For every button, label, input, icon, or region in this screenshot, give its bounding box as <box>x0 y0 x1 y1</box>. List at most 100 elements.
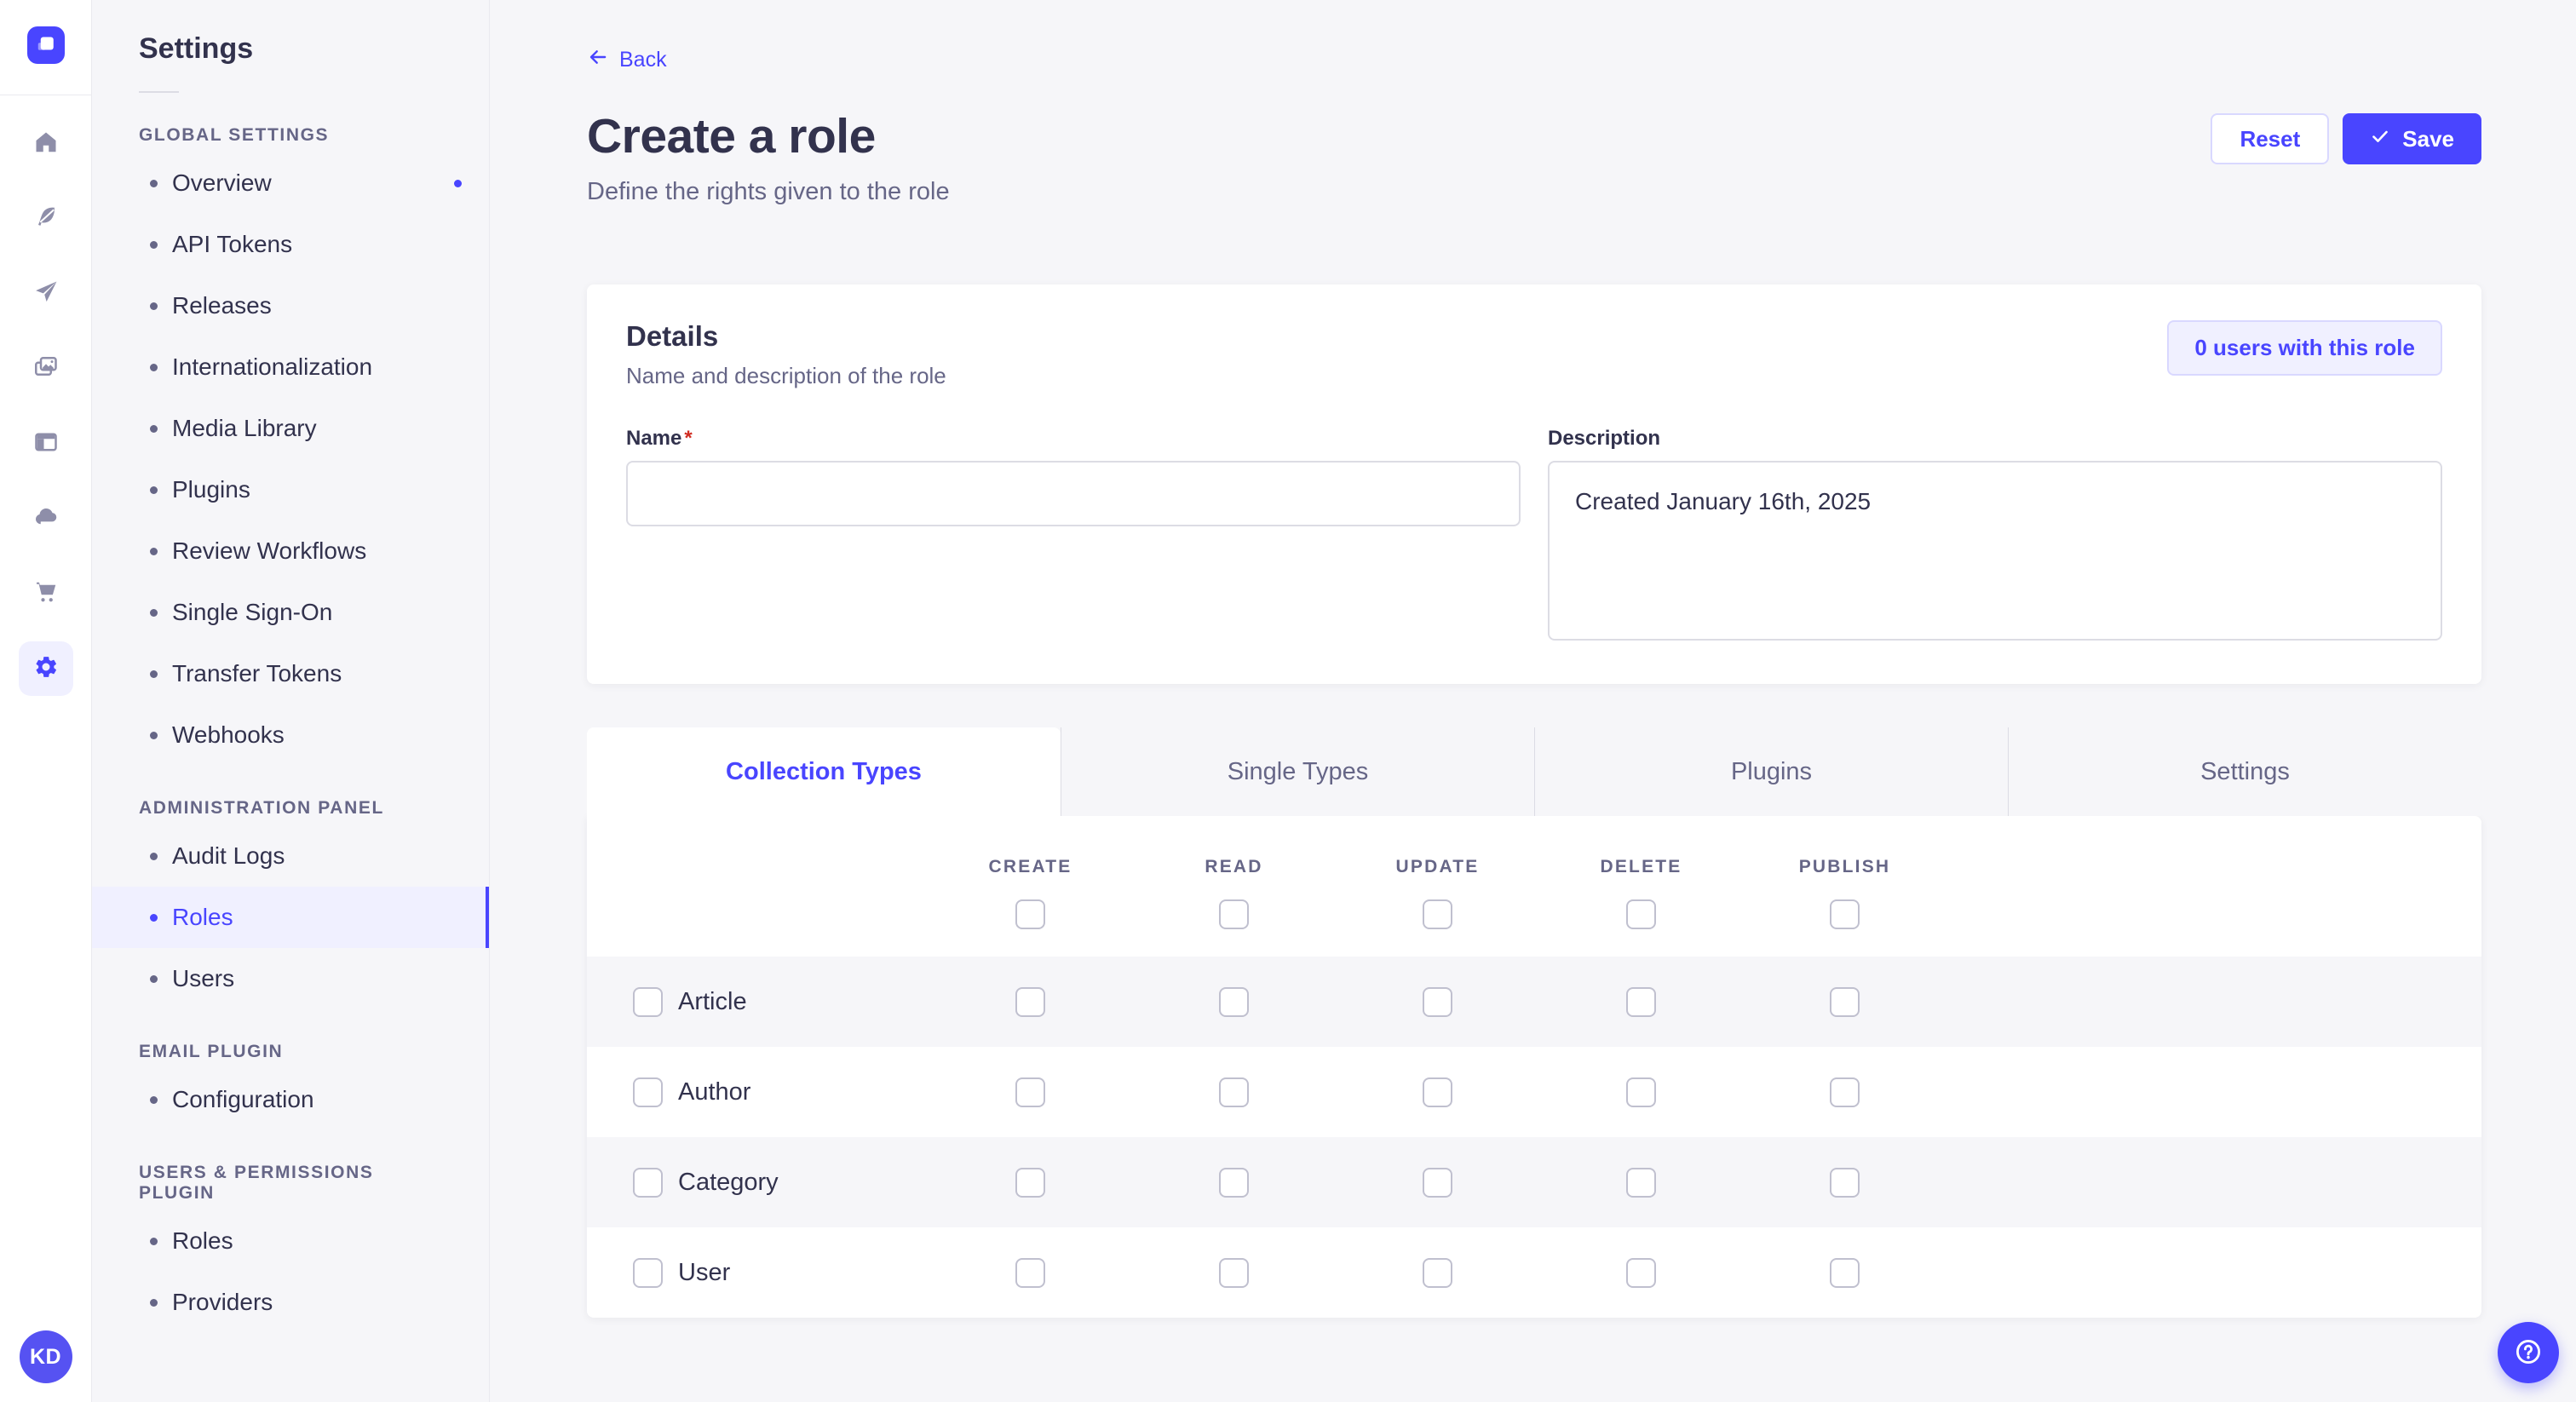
checkbox-select-all-delete[interactable] <box>1626 899 1656 929</box>
checkbox-author-publish[interactable] <box>1830 1077 1860 1107</box>
nav-section-label: USERS & PERMISSIONS PLUGIN <box>139 1163 374 1203</box>
sidebar-item-overview[interactable]: Overview <box>92 152 489 214</box>
checkbox-row-author[interactable] <box>633 1077 663 1107</box>
rail-item-content-manager[interactable] <box>19 192 73 246</box>
home-icon <box>33 129 59 159</box>
page-subtitle: Define the rights given to the role <box>587 178 950 205</box>
checkbox-category-publish[interactable] <box>1830 1167 1860 1198</box>
reset-button[interactable]: Reset <box>2211 113 2330 164</box>
bullet-dot <box>150 302 158 310</box>
checkbox-user-create[interactable] <box>1015 1257 1045 1288</box>
sidebar-item-configuration[interactable]: Configuration <box>92 1069 489 1130</box>
checkbox-author-read[interactable] <box>1219 1077 1249 1107</box>
checkbox-article-read[interactable] <box>1219 986 1249 1017</box>
checkbox-row-article[interactable] <box>633 986 663 1017</box>
sidebar-item-media-library[interactable]: Media Library <box>92 398 489 459</box>
row-label-text: Author <box>678 1077 751 1106</box>
save-label: Save <box>2402 125 2454 152</box>
tab-settings[interactable]: Settings <box>2008 727 2481 816</box>
sidebar-item-audit-logs[interactable]: Audit Logs <box>92 825 489 887</box>
sidebar-item-plugins[interactable]: Plugins <box>92 459 489 520</box>
sidebar-item-label: Transfer Tokens <box>172 660 342 687</box>
sidebar-item-label: Roles <box>172 904 233 930</box>
rail-item-marketplace[interactable] <box>19 566 73 621</box>
name-field-group: Name * <box>626 427 1521 645</box>
sidebar-item-transfer-tokens[interactable]: Transfer Tokens <box>92 643 489 704</box>
bullet-dot <box>150 669 158 678</box>
sidebar-item-roles[interactable]: Roles <box>92 1210 489 1272</box>
rail-item-deploy[interactable] <box>19 491 73 546</box>
checkbox-category-delete[interactable] <box>1626 1167 1656 1198</box>
table-row: Article <box>587 957 2481 1047</box>
tab-collection-types[interactable]: Collection Types <box>587 727 1061 816</box>
nav-section-label: ADMINISTRATION PANEL <box>139 798 384 818</box>
checkbox-user-publish[interactable] <box>1830 1257 1860 1288</box>
media-library-icon <box>33 354 59 384</box>
checkbox-select-all-publish[interactable] <box>1830 899 1860 929</box>
row-label-text: User <box>678 1258 731 1286</box>
checkbox-article-create[interactable] <box>1015 986 1045 1017</box>
avatar[interactable]: KD <box>19 1330 72 1383</box>
sidebar-item-releases[interactable]: Releases <box>92 275 489 336</box>
sidebar-item-label: Users <box>172 965 235 991</box>
checkbox-select-all-read[interactable] <box>1219 899 1249 929</box>
sidebar-item-providers[interactable]: Providers <box>92 1272 489 1333</box>
sidebar-item-api-tokens[interactable]: API Tokens <box>92 214 489 275</box>
nav-section-label: EMAIL PLUGIN <box>139 1042 284 1061</box>
help-button[interactable] <box>2498 1322 2559 1383</box>
checkbox-article-delete[interactable] <box>1626 986 1656 1017</box>
bullet-dot <box>150 1237 158 1245</box>
bullet-dot <box>150 424 158 433</box>
description-label: Description <box>1548 427 1661 450</box>
icon-rail: KD <box>0 0 92 1402</box>
checkbox-article-publish[interactable] <box>1830 986 1860 1017</box>
checkbox-row-user[interactable] <box>633 1257 663 1288</box>
checkbox-select-all-create[interactable] <box>1015 899 1045 929</box>
sidebar-item-review-workflows[interactable]: Review Workflows <box>92 520 489 582</box>
back-link[interactable]: Back <box>587 46 667 74</box>
arrow-left-icon <box>587 46 609 74</box>
checkbox-select-all-update[interactable] <box>1423 899 1452 929</box>
table-row: User <box>587 1227 2481 1318</box>
strapi-logo-icon <box>33 31 59 60</box>
tab-plugins[interactable]: Plugins <box>1534 727 2008 816</box>
sidebar-item-label: Review Workflows <box>172 537 367 564</box>
rail-item-releases[interactable] <box>19 267 73 321</box>
content-type-builder-icon <box>33 429 59 459</box>
sidebar-item-internationalization[interactable]: Internationalization <box>92 336 489 398</box>
rail-item-media-library[interactable] <box>19 342 73 396</box>
checkbox-author-update[interactable] <box>1423 1077 1452 1107</box>
page-title: Create a role <box>587 109 876 164</box>
checkbox-category-create[interactable] <box>1015 1167 1045 1198</box>
checkbox-row-category[interactable] <box>633 1167 663 1198</box>
checkbox-author-delete[interactable] <box>1626 1077 1656 1107</box>
rail-item-home[interactable] <box>19 117 73 171</box>
tab-single-types[interactable]: Single Types <box>1061 727 1534 816</box>
rail-item-content-type-builder[interactable] <box>19 417 73 471</box>
bullet-dot <box>150 608 158 617</box>
sidebar-item-webhooks[interactable]: Webhooks <box>92 704 489 766</box>
users-with-role-button[interactable]: 0 users with this role <box>2167 320 2442 376</box>
checkbox-article-update[interactable] <box>1423 986 1452 1017</box>
sidebar-item-users[interactable]: Users <box>92 948 489 1009</box>
save-button[interactable]: Save <box>2343 113 2481 164</box>
row-label-text: Category <box>678 1168 779 1196</box>
rail-item-settings[interactable] <box>18 641 73 696</box>
settings-icon <box>33 654 59 684</box>
checkbox-author-create[interactable] <box>1015 1077 1045 1107</box>
checkbox-user-update[interactable] <box>1423 1257 1452 1288</box>
sidebar-item-roles[interactable]: Roles <box>92 887 489 948</box>
sidebar-item-single-sign-on[interactable]: Single Sign-On <box>92 582 489 643</box>
table-row: Author <box>587 1047 2481 1137</box>
checkbox-user-delete[interactable] <box>1626 1257 1656 1288</box>
checkbox-category-update[interactable] <box>1423 1167 1452 1198</box>
details-title: Details <box>626 320 719 352</box>
column-header-update: UPDATE <box>1395 857 1480 876</box>
description-textarea[interactable]: Created January 16th, 2025 <box>1548 461 2442 641</box>
workspace-logo-button[interactable] <box>26 26 65 64</box>
back-label: Back <box>619 48 667 72</box>
checkbox-category-read[interactable] <box>1219 1167 1249 1198</box>
sidebar-item-label: Overview <box>172 170 272 196</box>
name-input[interactable] <box>626 461 1521 526</box>
checkbox-user-read[interactable] <box>1219 1257 1249 1288</box>
